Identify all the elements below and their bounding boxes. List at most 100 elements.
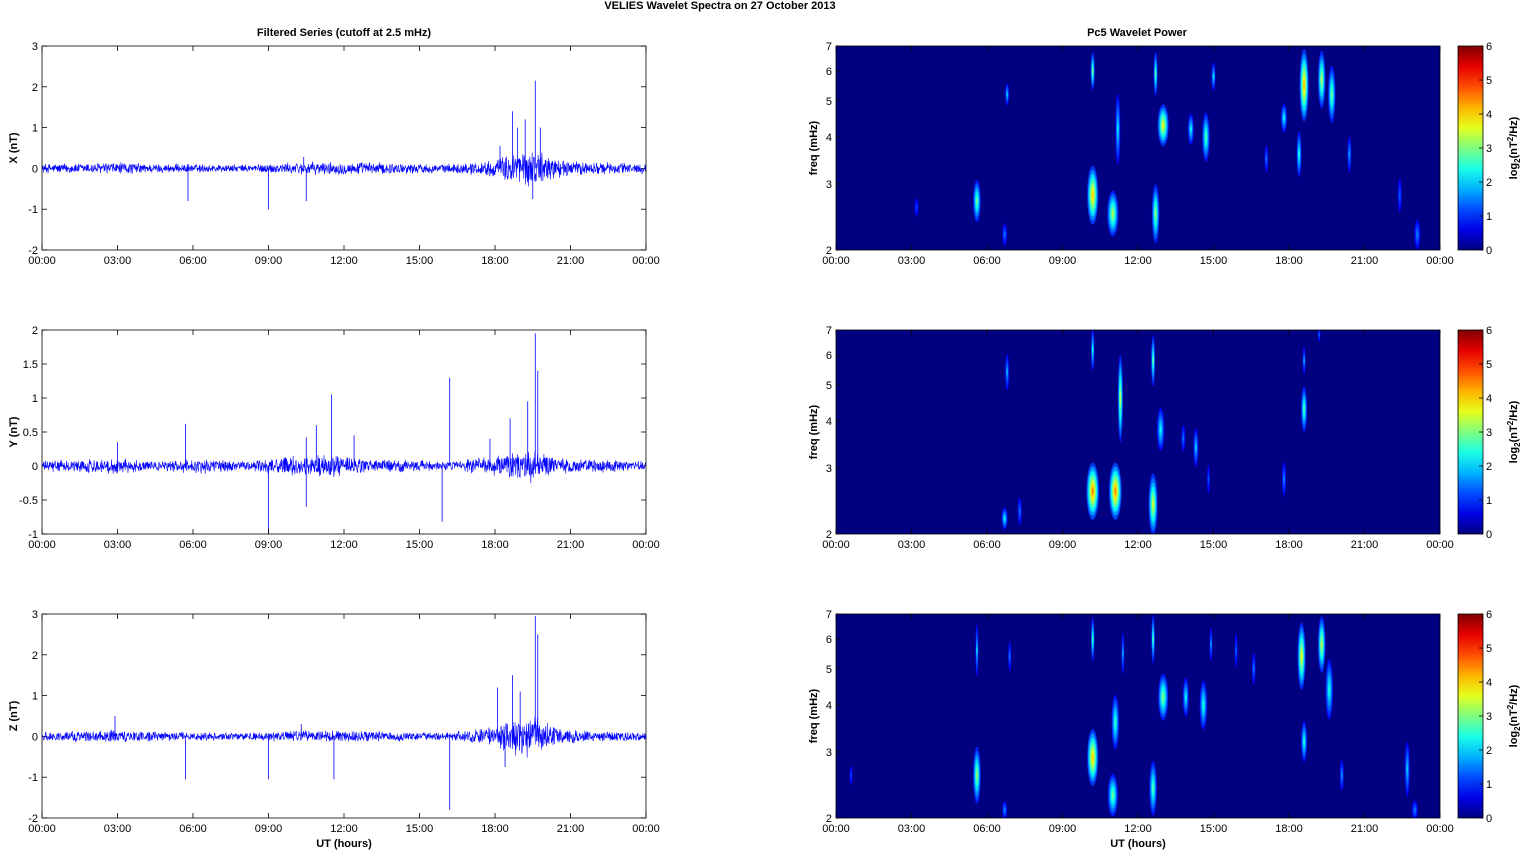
- wavelet-x-power-blob: [1211, 62, 1216, 91]
- series-z-ytick-label: 2: [32, 650, 38, 662]
- wavelet-x-colorbar: 0 1 2 3 4 5 6 log2(nT2/Hz): [1457, 41, 1522, 257]
- wavelet-y-colorbar-label: log2(nT2/Hz): [1506, 400, 1522, 463]
- wavelet-x-colorbar-gradient: [1457, 45, 1484, 251]
- wavelet-y-power-blob: [1090, 330, 1095, 371]
- series-z-xtick-label: 00:00: [632, 823, 660, 835]
- wavelet-y-ytick-label: 4: [826, 416, 832, 428]
- wavelet-x-blob-layer: [1117, 124, 1119, 135]
- wavelet-z-xtick-label: 06:00: [973, 823, 1001, 835]
- wavelet-y-blob-layer: [1091, 346, 1094, 353]
- wavelet-z-xlabel: UT (hours): [1110, 838, 1166, 850]
- wavelet-x-background: [836, 46, 1440, 250]
- wavelet-z-ytick-label: 4: [826, 700, 832, 712]
- series-z-ytick-label: -2: [28, 813, 38, 825]
- wavelet-z-ytick-label: 3: [826, 747, 832, 759]
- wavelet-z-xtick-label: 21:00: [1351, 823, 1379, 835]
- series-x-axes: [41, 45, 647, 251]
- series-x-xtick-label: 18:00: [481, 255, 509, 267]
- wavelet-z-blob-layer: [850, 773, 852, 777]
- wavelet-z-xtick-label: 15:00: [1200, 823, 1228, 835]
- wavelet-y-xtick-label: 12:00: [1124, 539, 1152, 551]
- series-y-ytick-label: -1: [28, 529, 38, 541]
- wavelet-x-blob-layer: [1190, 126, 1192, 132]
- wavelet-z-blob-layer: [1114, 718, 1117, 727]
- wavelet-z-colorbar-tick-label: 2: [1486, 745, 1492, 757]
- wavelet-z-xtick-label: 09:00: [1049, 823, 1077, 835]
- wavelet-y-colorbar-tick-label: 1: [1486, 495, 1492, 507]
- wavelet-y-power-blob: [1086, 462, 1099, 520]
- wavelet-x-xtick-label: 12:00: [1124, 255, 1152, 267]
- series-y-xtick-label: 09:00: [255, 539, 283, 551]
- series-x-xtick-label: 00:00: [632, 255, 660, 267]
- series-x-xtick-label: 15:00: [406, 255, 434, 267]
- wavelet-x-colorbar-tick-label: 4: [1486, 109, 1492, 121]
- series-y-xtick-label: 00:00: [632, 539, 660, 551]
- wavelet-z-colorbar-tick-label: 6: [1486, 609, 1492, 621]
- wavelet-z-power-blob: [1301, 721, 1308, 762]
- wavelet-z-power-blob: [1158, 673, 1169, 721]
- wavelet-z-colorbar-label: log2(nT2/Hz): [1506, 684, 1522, 747]
- wavelet-y-background: [836, 330, 1440, 534]
- wavelet-x-power-blob: [1107, 190, 1119, 237]
- wavelet-z-blob-layer: [1185, 694, 1187, 700]
- wavelet-x-power-blob: [973, 179, 981, 223]
- wavelet-z-blob-layer: [1152, 784, 1154, 793]
- wavelet-z-power-blob: [1008, 641, 1012, 672]
- left-column-title: Filtered Series (cutoff at 2.5 mHz): [257, 27, 432, 39]
- wavelet-y-colorbar-tick-label: 3: [1486, 427, 1492, 439]
- wavelet-y-xtick-label: 03:00: [898, 539, 926, 551]
- wavelet-z-blob-layer: [1341, 773, 1343, 778]
- wavelet-z-colorbar-tick-label: 4: [1486, 677, 1492, 689]
- wavelet-z-power-blob: [849, 765, 853, 785]
- wavelet-y-ytick-label: 7: [826, 325, 832, 337]
- wavelet-z-blob-layer: [1008, 654, 1011, 659]
- series-y-ylabel: Y (nT): [8, 416, 20, 447]
- wavelet-x-power-blob: [1317, 50, 1326, 109]
- wavelet-z-colorbar-tick-label: 0: [1486, 813, 1492, 825]
- wavelet-y-blob-layer: [1091, 487, 1094, 496]
- series-y-ytick-label: 0: [32, 461, 38, 473]
- wavelet-z-colorbar-tick-label: 3: [1486, 711, 1492, 723]
- wavelet-y-blob-layer: [1018, 509, 1021, 514]
- wavelet-y-colorbar-tick-label: 5: [1486, 359, 1492, 371]
- wavelet-z-blob-layer: [976, 646, 978, 655]
- wavelet-z-blob-layer: [1210, 642, 1212, 648]
- wavelet-z-power-blob: [1297, 622, 1306, 690]
- wavelet-x-colorbar-tick-label: 2: [1486, 177, 1492, 189]
- wavelet-y-ytick-label: 6: [826, 350, 832, 362]
- wavelet-z-ytick-label: 2: [826, 813, 832, 825]
- wavelet-y-colorbar-gradient: [1457, 329, 1484, 535]
- series-y-xtick-label: 03:00: [104, 539, 132, 551]
- series-z-axes: [41, 613, 647, 819]
- wavelet-y-power-blob: [1148, 473, 1158, 534]
- wavelet-y-blob-layer: [1318, 333, 1320, 336]
- wavelet-y-colorbar-tick-label: 0: [1486, 529, 1492, 541]
- wavelet-y-blob-layer: [1152, 499, 1154, 509]
- wavelet-x-xtick-label: 00:00: [1426, 255, 1454, 267]
- wavelet-z-power-blob: [1107, 773, 1118, 817]
- wavelet-z-colorbar-tick-label: 5: [1486, 643, 1492, 655]
- wavelet-x-ytick-label: 2: [826, 245, 832, 257]
- wavelet-x-power-blob: [1151, 184, 1160, 244]
- wavelet-z-power-blob: [1317, 616, 1326, 673]
- wavelet-z-blob-layer: [1003, 808, 1006, 812]
- series-y-ytick-label: 0.5: [23, 427, 38, 439]
- wavelet-x-blob-layer: [1162, 122, 1164, 129]
- wavelet-z-blob-layer: [1320, 640, 1323, 649]
- series-x-ytick-label: -1: [28, 204, 38, 216]
- series-z-ytick-label: 1: [32, 691, 38, 703]
- wavelet-x-colorbar-tick-label: 1: [1486, 211, 1492, 223]
- wavelet-z-blob-layer: [1091, 635, 1094, 643]
- series-x-xtick-label: 09:00: [255, 255, 283, 267]
- wavelet-z-colorbar-tick-label: 1: [1486, 779, 1492, 791]
- series-x-xtick-label: 12:00: [330, 255, 358, 267]
- wavelet-x-xtick-label: 03:00: [898, 255, 926, 267]
- wavelet-y-colorbar-tick-label: 4: [1486, 393, 1492, 405]
- series-y-xtick-label: 21:00: [557, 539, 585, 551]
- wavelet-panel-y: 2 3 4 5 6 7 00:00 03:00 06:00 09:00 12:00 15:00 18:0…: [808, 325, 1522, 551]
- series-z-ylabel: Z (nT): [8, 700, 20, 731]
- wavelet-z-power-blob: [1090, 617, 1095, 661]
- series-x-ytick-label: 3: [32, 41, 38, 53]
- series-y-xtick-label: 00:00: [28, 539, 56, 551]
